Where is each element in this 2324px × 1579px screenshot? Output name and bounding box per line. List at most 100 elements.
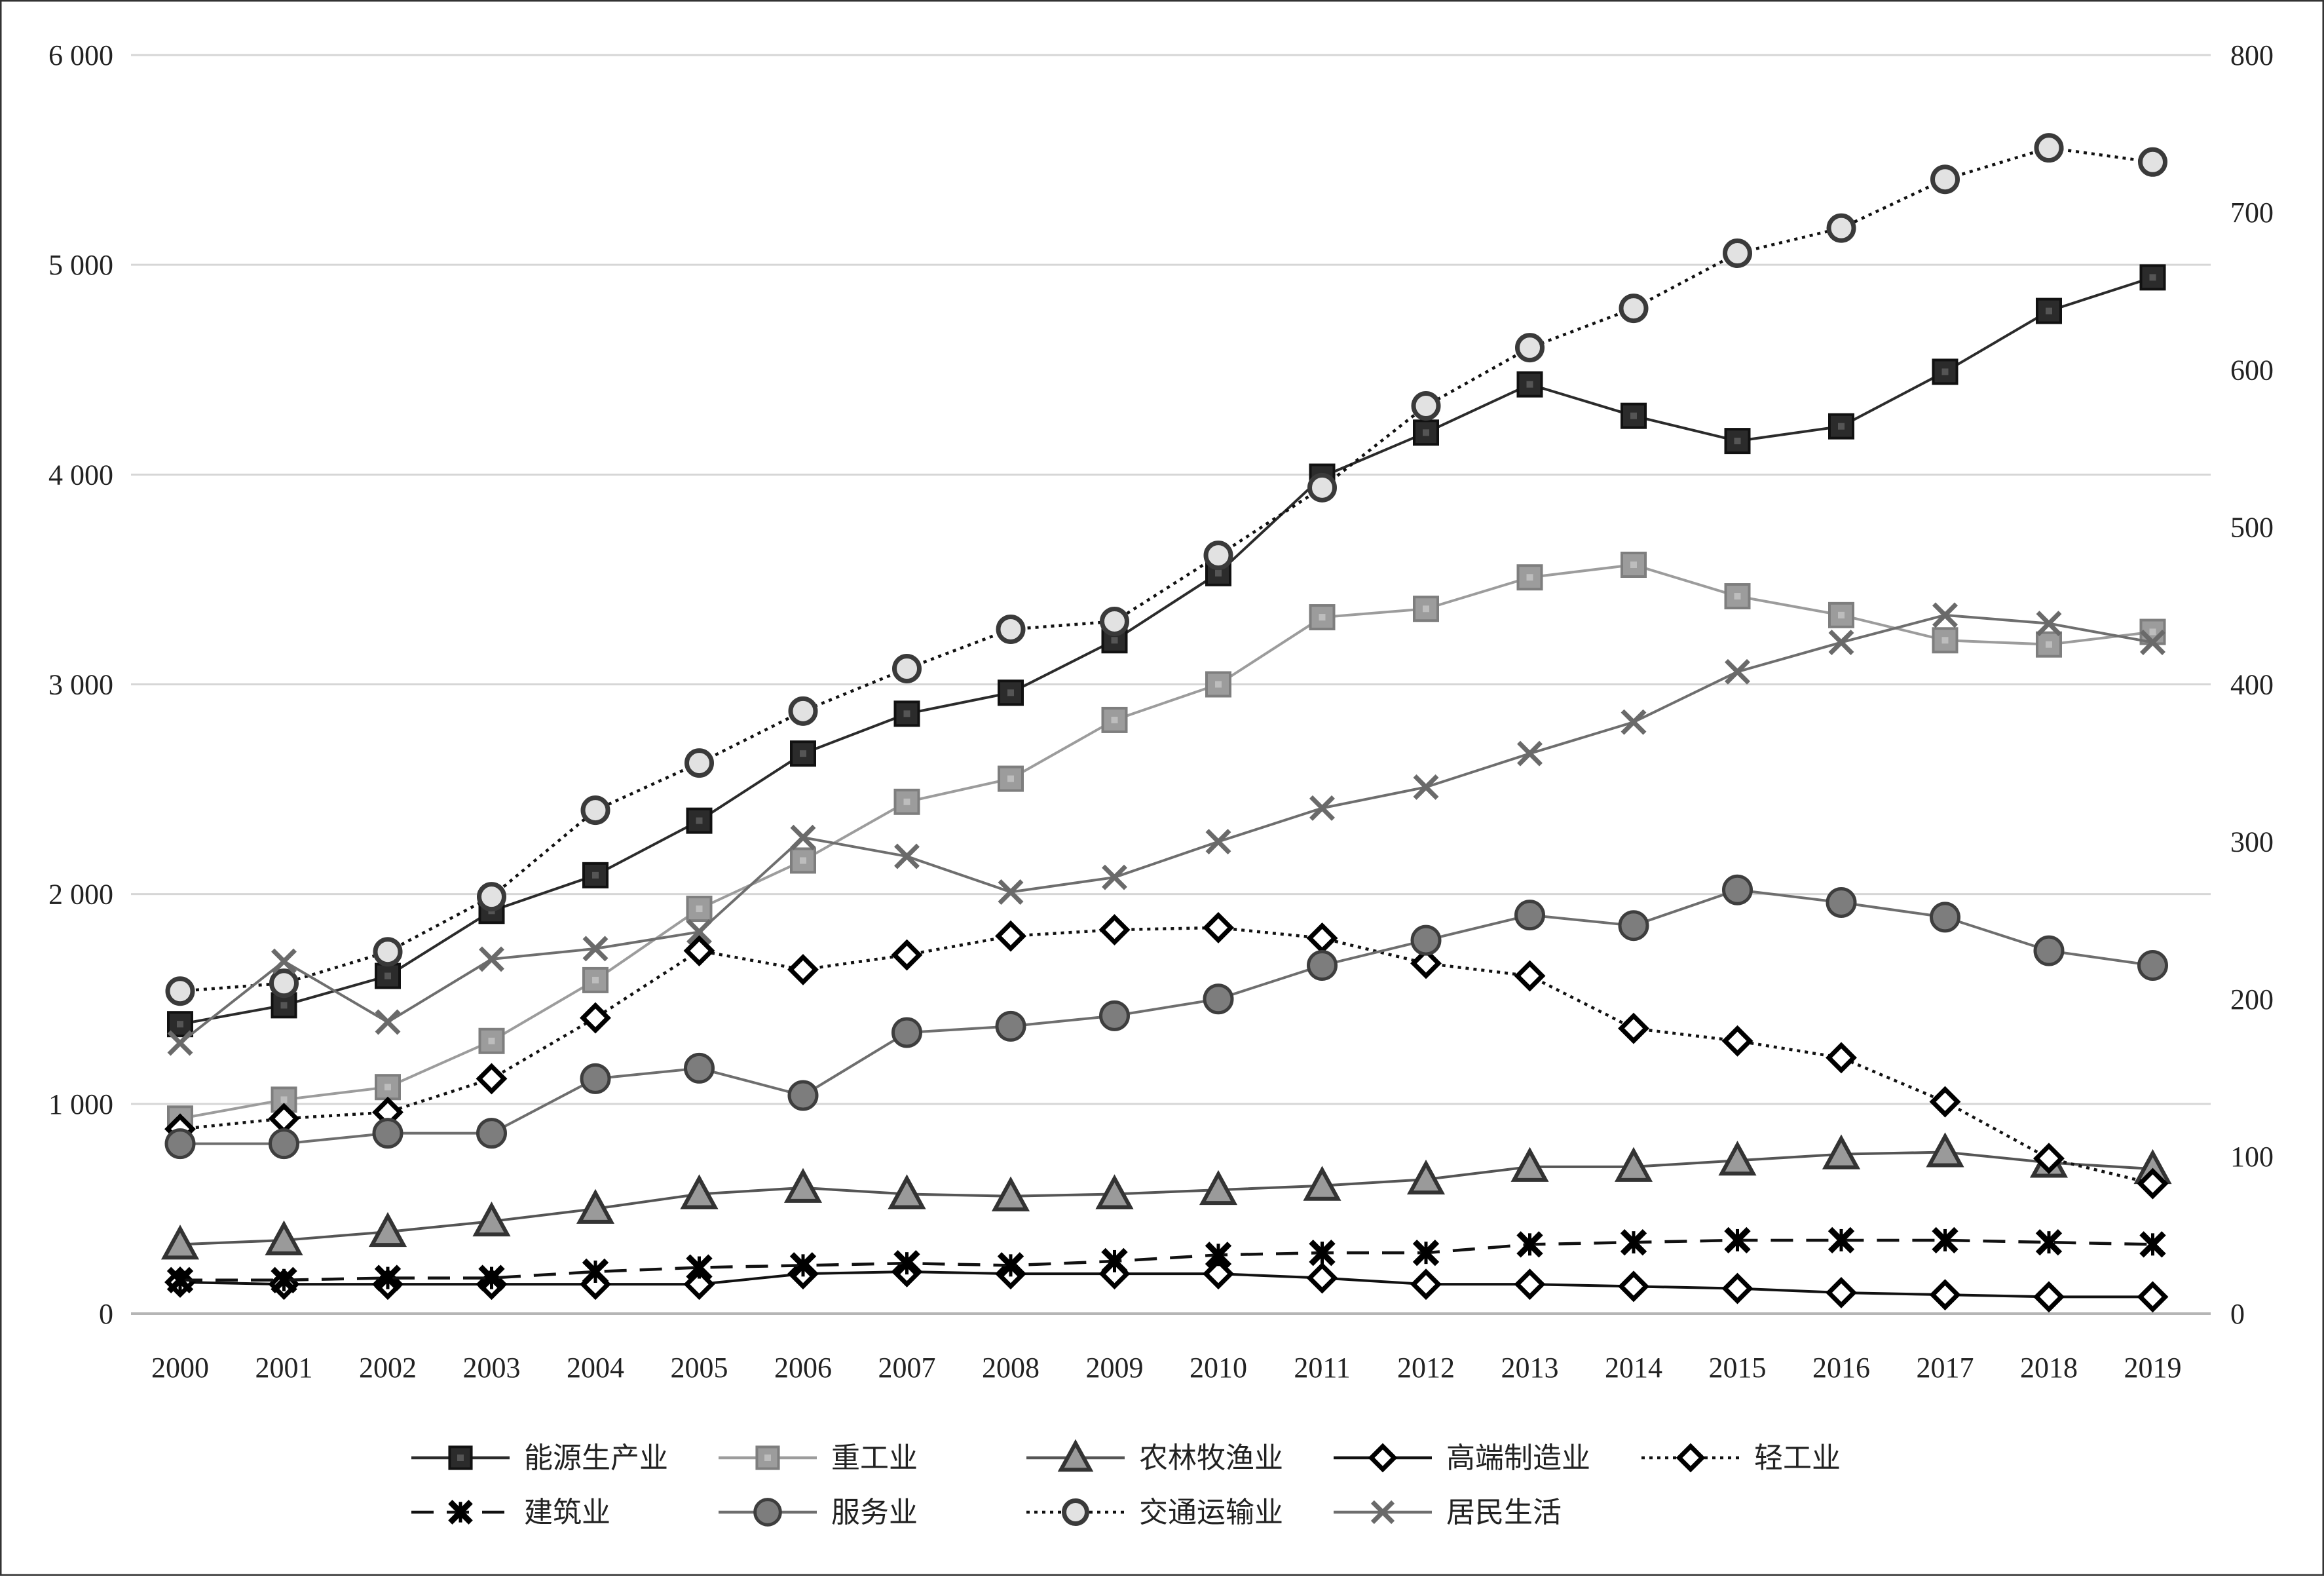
- data-point: [788, 696, 818, 726]
- data-point: [368, 1211, 407, 1247]
- data-point: [1822, 1134, 1861, 1170]
- data-point-shape: [1828, 601, 1854, 628]
- data-point-shape: [1929, 1279, 1961, 1311]
- data-point-shape: [269, 1128, 299, 1160]
- data-point-shape: [372, 1118, 403, 1149]
- data-point: [165, 976, 195, 1006]
- data-point: [1307, 950, 1338, 981]
- data-point: [580, 795, 610, 826]
- data-point: [2036, 297, 2062, 324]
- data-point-stroke-b: [1932, 602, 1958, 628]
- data-point: [684, 1052, 715, 1084]
- data-point-shape: [1721, 1272, 1753, 1304]
- data-point-center: [800, 857, 806, 864]
- data-point: [582, 966, 609, 993]
- data-point-shape: [1098, 914, 1131, 946]
- data-point-shape: [790, 847, 816, 874]
- data-point: [160, 1225, 200, 1260]
- data-point-shape: [1614, 1147, 1653, 1182]
- series-3: [164, 1256, 2169, 1313]
- data-point-stroke-b: [167, 1030, 193, 1056]
- data-point-stroke-b: [790, 824, 816, 850]
- x-tick-label: 2005: [671, 1352, 728, 1384]
- series-6: [164, 874, 2168, 1160]
- data-point-shape: [680, 1174, 719, 1209]
- legend-label: 建筑业: [524, 1496, 610, 1529]
- data-point-shape: [1510, 1147, 1549, 1182]
- data-point: [1413, 774, 1439, 800]
- data-point: [1721, 1272, 1753, 1304]
- data-point: [1510, 1147, 1549, 1182]
- data-point-shape: [477, 882, 506, 912]
- data-point: [1724, 1227, 1751, 1254]
- data-point-shape: [1203, 541, 1233, 571]
- data-point-center: [384, 1084, 391, 1091]
- legend-marker-shape: [448, 1445, 473, 1470]
- x-tick-label: 2012: [1397, 1352, 1455, 1384]
- x-tick-label: 2019: [2124, 1352, 2182, 1384]
- data-point-shape: [1721, 1025, 1753, 1057]
- data-point-center: [1526, 574, 1533, 581]
- data-point-shape: [1303, 1166, 1341, 1201]
- x-tick-label: 2009: [1086, 1352, 1144, 1384]
- data-point: [1205, 671, 1231, 698]
- data-point-shape: [1826, 1277, 1857, 1308]
- data-point: [1621, 402, 1647, 429]
- data-point: [2036, 611, 2062, 637]
- series-4: [164, 911, 2169, 1200]
- data-point-shape: [893, 700, 920, 727]
- data-point: [166, 1266, 194, 1293]
- series-line: [179, 563, 2153, 1120]
- data-point-shape: [783, 1168, 823, 1203]
- data-point-shape: [686, 807, 713, 834]
- data-point: [2035, 1228, 2063, 1256]
- legend-marker: [1370, 1500, 1395, 1525]
- data-point: [683, 935, 715, 967]
- data-point-shape: [580, 795, 610, 826]
- data-point-shape: [1099, 1000, 1130, 1031]
- x-tick-label: 2007: [878, 1352, 936, 1384]
- data-point-shape: [1618, 1012, 1649, 1044]
- data-point: [472, 1201, 511, 1237]
- y-left-tick-label: 5 000: [48, 249, 113, 281]
- legend-marker-center: [764, 1455, 771, 1461]
- data-point: [1410, 1268, 1442, 1301]
- series-group: [160, 133, 2172, 1313]
- data-point: [1406, 1159, 1446, 1195]
- data-point: [892, 653, 922, 683]
- legend-marker: [1676, 1443, 1706, 1473]
- data-point-center: [903, 798, 910, 805]
- y-left-tick-label: 1 000: [48, 1088, 113, 1120]
- data-point: [269, 1128, 299, 1160]
- x-tick-label: 2014: [1605, 1352, 1662, 1384]
- data-point-shape: [269, 968, 299, 999]
- data-point-stroke-b: [1621, 709, 1647, 735]
- data-point-center: [2046, 307, 2052, 314]
- data-point-shape: [2033, 1143, 2065, 1175]
- legend-item: 交通运输业: [1026, 1496, 1283, 1529]
- data-point: [269, 968, 299, 999]
- legend-marker-shape: [1676, 1443, 1706, 1473]
- data-point: [998, 765, 1024, 792]
- data-point-center: [1215, 681, 1222, 688]
- data-point: [582, 936, 609, 962]
- data-point-center: [1630, 412, 1637, 419]
- x-tick-label: 2016: [1812, 1352, 1870, 1384]
- data-point: [1932, 358, 1959, 385]
- data-point-shape: [1410, 924, 1442, 956]
- y-right-tick-label: 100: [2230, 1141, 2274, 1173]
- data-point: [1203, 541, 1233, 571]
- data-point: [1724, 428, 1751, 455]
- x-tick-label: 2013: [1501, 1352, 1559, 1384]
- data-point-shape: [996, 614, 1026, 644]
- data-point-shape: [684, 748, 714, 778]
- data-point-shape: [165, 976, 195, 1006]
- data-point: [1514, 960, 1546, 992]
- data-point-shape: [1826, 213, 1856, 243]
- legend-marker: [448, 1445, 473, 1470]
- data-point: [1618, 1012, 1649, 1044]
- data-point: [686, 896, 713, 923]
- data-point-shape: [1203, 1258, 1234, 1290]
- data-point-center: [280, 1002, 288, 1009]
- data-point-center: [488, 1037, 495, 1044]
